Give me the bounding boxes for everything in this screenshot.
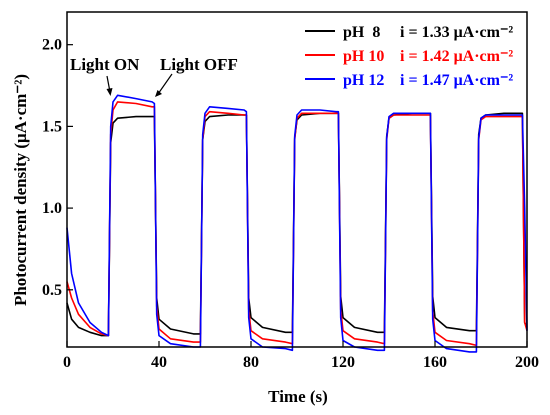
x-tick-label: 160	[423, 354, 447, 371]
x-tick-label: 120	[331, 354, 355, 371]
legend-current-ph8: i = 1.33 μA·cm⁻²	[400, 24, 513, 41]
series-line-2	[66, 94, 528, 353]
x-tick-label: 0	[63, 354, 71, 371]
legend-series-name-ph12: pH 12	[343, 72, 384, 89]
legend: pH 8 i = 1.33 μA·cm⁻² pH 10 i = 1.42 μA·…	[305, 24, 513, 89]
legend-entry-ph8: pH 8 i = 1.33 μA·cm⁻²	[305, 24, 513, 41]
y-tick-label: 1.0	[42, 200, 62, 217]
ticks-layer: 0 40 80 120 160 200 0.5 1.0 1.5 2.0	[42, 37, 539, 371]
x-axis-title: Time (s)	[268, 387, 328, 406]
annotation-light-off-arrow	[157, 73, 173, 95]
legend-current-ph10: i = 1.42 μA·cm⁻²	[400, 48, 513, 65]
legend-entry-ph12: pH 12 i = 1.47 μA·cm⁻²	[305, 72, 513, 89]
series-layer	[66, 94, 528, 353]
y-tick-label: 2.0	[42, 37, 62, 54]
x-tick-label: 80	[243, 354, 259, 371]
x-tick-label: 40	[151, 354, 167, 371]
legend-current-ph12: i = 1.47 μA·cm⁻²	[400, 72, 513, 89]
y-tick-label: 1.5	[42, 118, 62, 135]
annotation-light-on-arrowhead	[106, 88, 113, 96]
annotation-light-off-arrowhead	[155, 90, 162, 97]
plot-frame	[66, 11, 528, 348]
annotation-light-on-label: Light ON	[70, 55, 140, 74]
annotation-light-off-label: Light OFF	[160, 55, 238, 74]
y-axis-title: Photocurrent density (μA·cm⁻²)	[11, 74, 30, 306]
x-tick-label: 200	[515, 354, 539, 371]
legend-series-name-ph10: pH 10	[343, 48, 384, 65]
legend-series-name-ph8: pH 8	[343, 24, 380, 41]
y-tick-label: 0.5	[42, 282, 62, 299]
annotation-light-off: Light OFF	[155, 55, 238, 97]
annotation-light-on: Light ON	[70, 55, 140, 96]
legend-entry-ph10: pH 10 i = 1.42 μA·cm⁻²	[305, 48, 513, 65]
